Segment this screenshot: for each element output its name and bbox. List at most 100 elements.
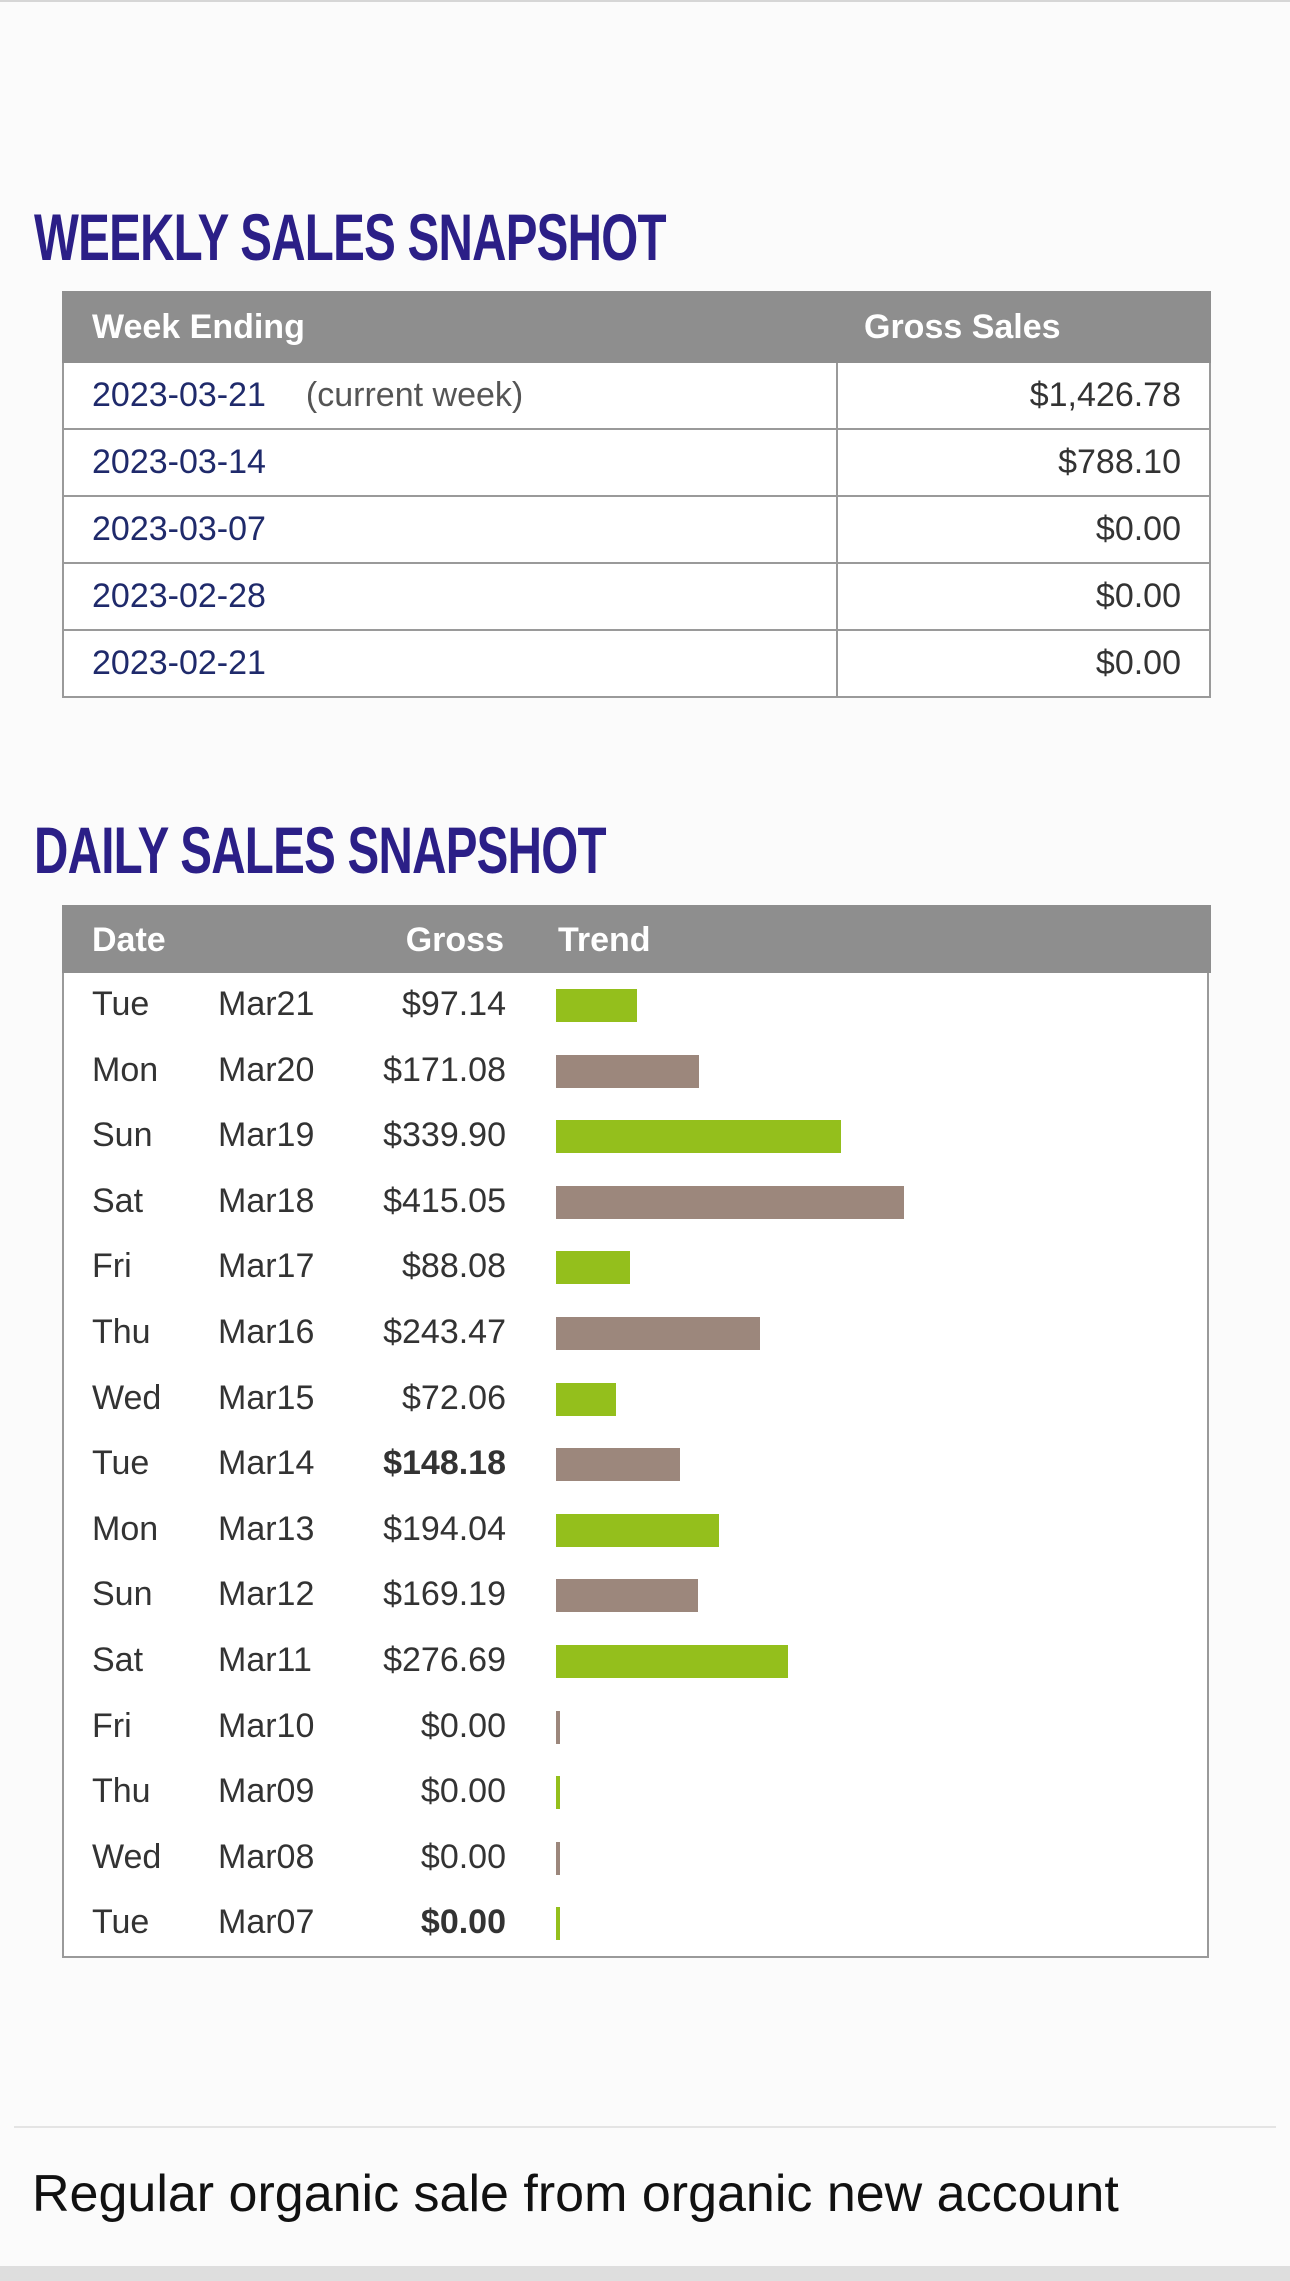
- gross-cell: $148.18: [383, 1444, 506, 1483]
- date-cell: Mar12: [218, 1575, 315, 1614]
- weekly-row: 2023-03-21 (current week) $1,426.78: [62, 361, 1211, 430]
- daily-row: Tue Mar07 $0.00: [64, 1891, 1207, 1956]
- day-cell: Mon: [92, 1509, 159, 1548]
- day-cell: Sun: [92, 1575, 153, 1614]
- day-cell: Sat: [92, 1641, 144, 1679]
- week-ending-date: 2023-03-21: [92, 376, 266, 414]
- trend-bar: [556, 1448, 680, 1482]
- gross-cell: $243.47: [383, 1313, 506, 1351]
- gross-cell: $0.00: [420, 1772, 506, 1811]
- week-ending-date: 2023-02-21: [92, 644, 266, 682]
- gross-cell: $415.05: [383, 1181, 506, 1220]
- gross-cell: $0.00: [420, 1706, 506, 1745]
- daily-row: Thu Mar16 $243.47: [64, 1301, 1207, 1366]
- gross-cell: $339.90: [383, 1116, 506, 1155]
- date-cell: Mar15: [218, 1378, 315, 1417]
- week-ending-cell: 2023-03-14: [62, 428, 838, 497]
- gross-sales-cell: $788.10: [836, 428, 1211, 497]
- week-ending-header: Week Ending: [62, 291, 838, 363]
- date-cell: Mar10: [218, 1706, 315, 1745]
- current-week-note: (current week): [305, 376, 524, 414]
- date-cell: Mar18: [218, 1181, 315, 1220]
- gross-cell: $169.19: [383, 1575, 506, 1614]
- gross-header: Gross: [405, 921, 504, 959]
- gross-cell: $0.00: [420, 1837, 506, 1876]
- day-cell: Fri: [92, 1247, 132, 1286]
- weekly-sales-title: WEEKLY SALES SNAPSHOT: [34, 200, 667, 274]
- caption-divider: [14, 2126, 1276, 2128]
- trend-bar: [556, 1513, 719, 1547]
- gross-cell: $72.06: [402, 1378, 506, 1417]
- day-cell: Sun: [92, 1116, 153, 1155]
- week-ending-date: 2023-02-28: [92, 577, 266, 615]
- daily-row: Wed Mar15 $72.06: [64, 1367, 1207, 1432]
- week-ending-cell: 2023-03-21 (current week): [62, 361, 838, 430]
- day-cell: Thu: [92, 1772, 151, 1811]
- weekly-sales-table: Week Ending Gross Sales 2023-03-21 (curre…: [62, 291, 1211, 698]
- day-cell: Thu: [92, 1313, 151, 1351]
- daily-sales-title: DAILY SALES SNAPSHOT: [34, 813, 607, 887]
- trend-bar: [556, 1776, 560, 1810]
- trend-bar: [556, 1579, 698, 1613]
- trend-bar: [556, 1382, 616, 1416]
- day-cell: Tue: [92, 1903, 150, 1942]
- week-ending-cell: 2023-03-07: [62, 495, 838, 564]
- daily-row: Wed Mar08 $0.00: [64, 1826, 1207, 1891]
- trend-bar: [556, 1317, 760, 1350]
- date-cell: Mar07: [218, 1903, 315, 1942]
- trend-header: Trend: [558, 921, 651, 959]
- daily-row: Sun Mar12 $169.19: [64, 1563, 1207, 1628]
- date-cell: Mar09: [218, 1772, 315, 1811]
- date-cell: Mar19: [218, 1116, 315, 1155]
- day-cell: Sat: [92, 1181, 144, 1220]
- date-cell: Mar16: [218, 1313, 315, 1351]
- day-cell: Mon: [92, 1050, 159, 1089]
- daily-header-row: Date Gross Trend: [62, 905, 1211, 973]
- date-cell: Mar17: [218, 1247, 315, 1286]
- date-cell: Mar20: [218, 1050, 315, 1089]
- trend-bar: [556, 1185, 904, 1219]
- day-cell: Fri: [92, 1706, 132, 1745]
- daily-row: Sat Mar18 $415.05: [64, 1170, 1207, 1235]
- date-cell: Mar08: [218, 1837, 315, 1876]
- trend-bar: [556, 1710, 560, 1744]
- gross-sales-header: Gross Sales: [836, 291, 1211, 363]
- gross-sales-cell: $0.00: [836, 562, 1211, 631]
- daily-row: Tue Mar21 $97.14: [64, 973, 1207, 1038]
- post-caption: Regular organic sale from organic new ac…: [32, 2165, 1119, 2223]
- daily-row: Fri Mar17 $88.08: [64, 1235, 1207, 1300]
- date-cell: Mar14: [218, 1444, 315, 1483]
- trend-bar: [556, 1120, 841, 1154]
- gross-cell: $276.69: [383, 1641, 506, 1679]
- trend-bar: [556, 1907, 560, 1941]
- gross-cell: $0.00: [420, 1903, 506, 1942]
- gross-sales-cell: $0.00: [836, 629, 1211, 698]
- weekly-row: 2023-03-07 $0.00: [62, 495, 1211, 564]
- date-header: Date: [92, 921, 166, 959]
- daily-row: Sat Mar11 $276.69: [64, 1629, 1207, 1694]
- day-cell: Wed: [92, 1837, 162, 1876]
- gross-cell: $88.08: [402, 1247, 506, 1286]
- day-cell: Tue: [92, 985, 150, 1023]
- week-ending-cell: 2023-02-21: [62, 629, 838, 698]
- weekly-row: 2023-02-28 $0.00: [62, 562, 1211, 631]
- bottom-divider: [0, 2266, 1290, 2281]
- weekly-header-row: Week Ending Gross Sales: [62, 291, 1211, 363]
- day-cell: Tue: [92, 1444, 150, 1483]
- trend-bar: [556, 989, 637, 1022]
- top-divider: [0, 0, 1290, 2]
- daily-row: Mon Mar13 $194.04: [64, 1498, 1207, 1563]
- weekly-row: 2023-03-14 $788.10: [62, 428, 1211, 497]
- date-cell: Mar11: [218, 1641, 312, 1679]
- week-ending-date: 2023-03-14: [92, 443, 266, 481]
- weekly-row: 2023-02-21 $0.00: [62, 629, 1211, 698]
- gross-sales-cell: $1,426.78: [836, 361, 1211, 430]
- daily-row: Mon Mar20 $171.08: [64, 1039, 1207, 1104]
- daily-row: Thu Mar09 $0.00: [64, 1760, 1207, 1825]
- trend-bar: [556, 1841, 560, 1875]
- gross-cell: $194.04: [383, 1509, 506, 1548]
- trend-bar: [556, 1054, 699, 1088]
- date-cell: Mar13: [218, 1509, 315, 1548]
- gross-cell: $97.14: [402, 985, 506, 1023]
- daily-row: Sun Mar19 $339.90: [64, 1104, 1207, 1169]
